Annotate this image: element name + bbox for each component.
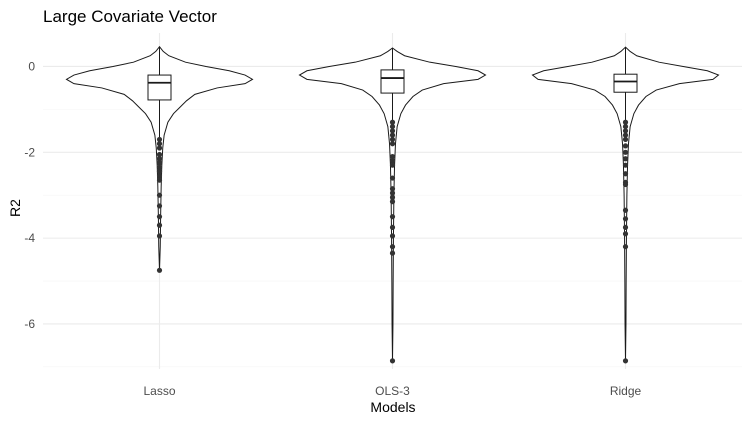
box (613, 73, 638, 93)
outlier-point (156, 192, 163, 198)
y-axis-title: R2 (7, 199, 23, 217)
outlier-point (389, 153, 396, 160)
outlier-point (156, 173, 163, 179)
outlier-point (622, 171, 629, 177)
box (380, 69, 405, 94)
outlier-point (389, 199, 396, 205)
outlier-point (156, 177, 163, 183)
outlier-point (622, 207, 629, 213)
box (147, 74, 172, 101)
outlier-point (389, 194, 396, 200)
outlier-point (622, 119, 629, 125)
y-tick-label: -6 (24, 317, 35, 331)
outlier-point (156, 141, 163, 147)
outlier-point (389, 132, 396, 138)
outlier-point (389, 190, 396, 196)
outlier-point (622, 143, 629, 149)
outlier-point (389, 128, 396, 134)
outlier-point (156, 233, 163, 239)
outlier-point (622, 216, 629, 222)
y-tick-label: -4 (24, 231, 35, 245)
outlier-point (622, 162, 629, 168)
outlier-point (622, 181, 629, 188)
outlier-point (389, 244, 396, 250)
x-axis-ticks: Lasso OLS-3 Ridge (143, 384, 641, 398)
outlier-point (156, 267, 163, 273)
outlier-point (156, 151, 163, 158)
violin-group (298, 47, 487, 364)
outlier-point (156, 222, 163, 228)
outlier-point (622, 149, 629, 155)
outlier-point (622, 132, 629, 138)
outlier-point (389, 214, 396, 220)
outlier-point (156, 160, 163, 166)
outlier-point (389, 162, 396, 168)
outlier-point (389, 141, 396, 147)
outlier-point (389, 136, 396, 143)
violin-group (65, 45, 254, 273)
violins (65, 45, 720, 364)
outlier-point (156, 203, 163, 209)
outlier-point (622, 244, 629, 250)
outlier-point (156, 214, 163, 220)
outlier-point (156, 145, 163, 151)
violin-group (531, 46, 720, 364)
outlier-point (389, 175, 396, 181)
y-tick-label: -2 (24, 145, 35, 159)
outlier-point (622, 123, 629, 130)
x-tick-label: Lasso (143, 384, 175, 398)
outlier-point (156, 136, 163, 143)
outlier-point (622, 224, 629, 230)
outlier-point (389, 186, 396, 192)
x-tick-label: OLS-3 (375, 384, 410, 398)
outlier-point (389, 119, 396, 125)
outlier-point (622, 136, 629, 143)
y-axis-ticks: 0 -2 -4 -6 (24, 59, 35, 330)
outlier-point (622, 358, 629, 364)
chart-title: Large Covariate Vector (43, 7, 217, 26)
outlier-point (389, 224, 396, 230)
outlier-point (622, 156, 629, 162)
outlier-point (389, 358, 396, 364)
outlier-point (389, 123, 396, 130)
outlier-point (622, 231, 629, 237)
outlier-point (389, 158, 396, 164)
x-axis-title: Models (370, 399, 415, 415)
outlier-point (156, 164, 163, 170)
x-tick-label: Ridge (610, 384, 642, 398)
outlier-point (389, 250, 396, 256)
y-tick-label: 0 (28, 59, 35, 73)
outlier-point (156, 169, 163, 175)
outlier-point (622, 128, 629, 134)
outlier-point (389, 233, 396, 239)
outlier-point (156, 156, 163, 162)
